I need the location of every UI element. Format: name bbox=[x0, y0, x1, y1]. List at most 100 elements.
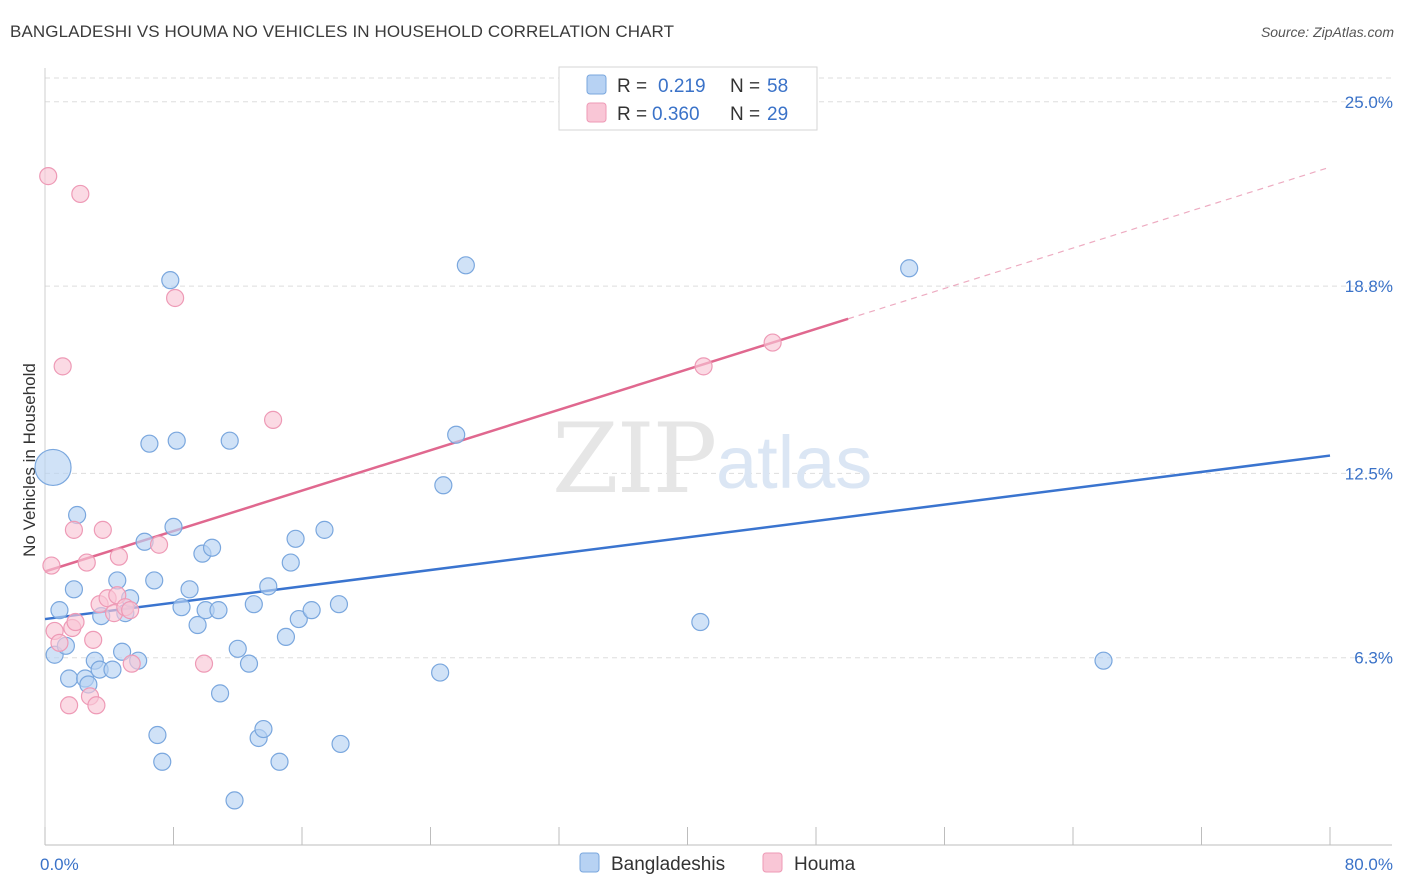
houma-point bbox=[122, 654, 141, 673]
bangladeshis-point bbox=[900, 259, 919, 278]
chart-title: BANGLADESHI VS HOUMA NO VEHICLES IN HOUS… bbox=[10, 22, 675, 41]
bangladeshis-point bbox=[148, 725, 167, 745]
houma-point bbox=[109, 547, 128, 566]
bangladeshis-point bbox=[331, 734, 350, 754]
y-tick-label: 25.0% bbox=[1345, 93, 1393, 112]
bangladeshis-point bbox=[270, 752, 289, 771]
legend-n-value: 29 bbox=[767, 104, 788, 125]
bangladeshis-point bbox=[691, 612, 710, 632]
watermark-zip: ZIP bbox=[552, 403, 715, 515]
bangladeshis-point bbox=[161, 271, 180, 290]
houma-point bbox=[71, 184, 90, 204]
bangladeshis-point bbox=[172, 598, 191, 617]
bangladeshis-point bbox=[210, 684, 230, 703]
series-legend-swatch-houma bbox=[762, 852, 783, 873]
y-tick-label: 18.8% bbox=[1345, 277, 1393, 296]
series-legend-swatch-bangladeshis bbox=[579, 852, 600, 873]
bangladeshis-point bbox=[228, 639, 247, 658]
legend-swatch-houma bbox=[586, 102, 607, 123]
legend-n-value: 58 bbox=[767, 76, 788, 97]
bangladeshis-point bbox=[167, 431, 186, 450]
trend-line-0 bbox=[44, 454, 1331, 621]
bangladeshis-point bbox=[254, 719, 273, 739]
stats-legend: R = 0.219 N = 58 R = 0.360 N = 29 bbox=[558, 66, 818, 131]
watermark: ZIP atlas bbox=[552, 403, 872, 515]
watermark-atlas: atlas bbox=[716, 421, 872, 504]
bangladeshis-point bbox=[164, 517, 183, 537]
bangladeshis-point bbox=[220, 431, 239, 450]
trend-line-extension-1 bbox=[847, 166, 1331, 320]
bangladeshis-point bbox=[281, 553, 300, 572]
houma-point bbox=[194, 654, 214, 673]
bangladeshis-point bbox=[103, 660, 122, 679]
houma-point bbox=[763, 333, 782, 352]
bangladeshis-point bbox=[286, 529, 305, 548]
bangladeshis-point bbox=[34, 448, 72, 487]
bangladeshis-point bbox=[140, 434, 159, 453]
legend-r-label: R = bbox=[617, 104, 647, 125]
bangladeshis-point bbox=[239, 654, 259, 673]
legend-swatch-bangladeshis bbox=[586, 74, 607, 95]
legend-r-value: 0.360 bbox=[652, 104, 700, 125]
bangladeshis-point bbox=[112, 642, 132, 661]
houma-point bbox=[149, 535, 169, 554]
bangladeshis-point bbox=[1094, 651, 1113, 670]
houma-point bbox=[121, 601, 140, 620]
y-tick-label: 6.3% bbox=[1354, 649, 1393, 668]
bangladeshis-point bbox=[259, 577, 278, 596]
houma-point bbox=[53, 357, 72, 376]
bangladeshis-point bbox=[145, 571, 164, 590]
bangladeshis-point bbox=[244, 595, 263, 614]
houma-point bbox=[84, 630, 103, 649]
trend-lines bbox=[44, 166, 1331, 621]
legend-r-label: R = bbox=[617, 76, 647, 97]
x-tick-label: 80.0% bbox=[1345, 855, 1393, 874]
bangladeshis-point bbox=[153, 752, 172, 771]
source-credit: Source: ZipAtlas.com bbox=[1260, 24, 1394, 40]
legend-n-label: N = bbox=[730, 104, 760, 125]
bangladeshis-point bbox=[456, 256, 475, 275]
y-tick-label: 12.5% bbox=[1345, 464, 1393, 483]
bangladeshis-point bbox=[225, 791, 244, 810]
data-points bbox=[34, 167, 1113, 810]
bangladeshis-point bbox=[59, 669, 79, 688]
bangladeshis-point bbox=[302, 601, 321, 620]
houma-point bbox=[50, 633, 69, 652]
houma-point bbox=[166, 288, 185, 308]
bangladeshis-point bbox=[289, 609, 308, 629]
y-axis-label: No Vehicles in Household bbox=[20, 363, 39, 557]
legend-r-value: 0.219 bbox=[658, 76, 706, 97]
houma-point bbox=[66, 612, 85, 632]
series-legend: Bangladeshis Houma bbox=[579, 852, 856, 875]
series-legend-label-bangladeshis: Bangladeshis bbox=[611, 854, 725, 875]
houma-point bbox=[87, 696, 106, 715]
bangladeshis-point bbox=[315, 520, 334, 539]
series-legend-label-houma: Houma bbox=[794, 854, 856, 875]
houma-point bbox=[263, 410, 283, 429]
bangladeshis-point bbox=[431, 663, 450, 682]
houma-point bbox=[42, 556, 61, 575]
houma-point bbox=[93, 520, 112, 539]
houma-point bbox=[77, 553, 96, 572]
bangladeshis-point bbox=[276, 627, 296, 646]
houma-point bbox=[64, 520, 84, 539]
legend-n-label: N = bbox=[730, 76, 760, 97]
bangladeshis-point bbox=[447, 425, 466, 444]
bangladeshis-point bbox=[209, 601, 228, 620]
grid bbox=[45, 77, 1392, 659]
x-tick-label: 0.0% bbox=[40, 855, 79, 874]
bangladeshis-point bbox=[188, 615, 207, 635]
bangladeshis-point bbox=[329, 595, 349, 614]
bangladeshis-point bbox=[50, 601, 69, 620]
bangladeshis-point bbox=[180, 580, 199, 599]
houma-point bbox=[39, 167, 58, 186]
bangladeshis-point bbox=[68, 505, 87, 525]
x-tick-labels: 0.0% 80.0% bbox=[40, 855, 1393, 874]
houma-point bbox=[694, 357, 713, 376]
bangladeshis-point bbox=[202, 538, 222, 557]
bangladeshis-point bbox=[434, 476, 453, 495]
y-tick-labels: 6.3% 12.5% 18.8% 25.0% bbox=[1345, 93, 1393, 668]
houma-point bbox=[59, 696, 79, 715]
bangladeshis-point bbox=[64, 580, 84, 599]
